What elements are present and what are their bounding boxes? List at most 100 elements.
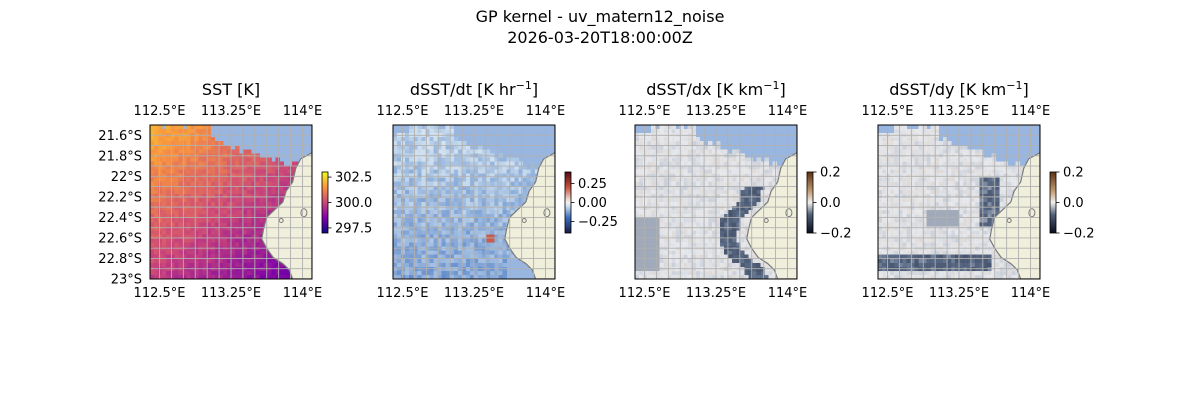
heatmap-cell	[409, 258, 414, 264]
heatmap-cell	[695, 193, 701, 199]
heatmap-cell	[433, 202, 438, 207]
heatmap-cell	[222, 262, 228, 268]
heatmap-cell	[259, 270, 264, 276]
heatmap-cell	[902, 177, 907, 183]
heatmap-cell	[667, 258, 672, 264]
heatmap-cell	[922, 145, 927, 150]
heatmap-cell	[202, 137, 208, 142]
heatmap-cell	[441, 169, 447, 175]
heatmap-cell	[683, 270, 689, 276]
heatmap-cell	[902, 137, 907, 142]
heatmap-cell	[393, 250, 398, 256]
heatmap-cell	[239, 226, 244, 231]
heatmap-cell	[736, 234, 741, 239]
heatmap-cell	[711, 270, 717, 276]
heatmap-cell	[716, 165, 721, 170]
heatmap-cell	[643, 262, 648, 268]
heatmap-cell	[687, 234, 693, 239]
heatmap-cell	[655, 177, 660, 183]
heatmap-cell	[441, 165, 447, 170]
heatmap-cell	[651, 218, 656, 223]
heatmap-cell	[716, 157, 721, 162]
heatmap-cell	[251, 230, 256, 235]
heatmap-cell	[720, 242, 725, 247]
heatmap-cell	[882, 193, 887, 199]
heatmap-cell	[413, 169, 418, 175]
heatmap-cell	[744, 181, 749, 187]
heatmap-cell	[194, 129, 199, 134]
heatmap-cell	[453, 173, 459, 179]
heatmap-cell	[393, 254, 398, 260]
heatmap-cell	[679, 145, 684, 150]
heatmap-cell	[441, 206, 447, 211]
heatmap-cell	[744, 193, 749, 199]
heatmap-cell	[231, 149, 236, 154]
heatmap-cell	[214, 254, 220, 260]
heatmap-cell	[687, 230, 693, 235]
heatmap-cell	[449, 274, 455, 279]
heatmap-cell	[728, 214, 733, 219]
heatmap-cell	[890, 149, 895, 154]
heatmap-cell	[720, 169, 725, 175]
heatmap-cell	[679, 189, 684, 195]
heatmap-cell	[158, 125, 163, 130]
heatmap-cell	[502, 246, 507, 252]
heatmap-cell	[707, 222, 713, 227]
heatmap-cell	[409, 141, 414, 146]
heatmap-cell	[210, 222, 216, 227]
heatmap-cell	[942, 141, 948, 146]
heatmap-cell	[417, 177, 422, 183]
heatmap-cell	[732, 173, 737, 179]
heatmap-cell	[150, 246, 155, 252]
heatmap-cell	[166, 218, 171, 223]
heatmap-cell	[206, 173, 212, 179]
heatmap-cell	[691, 210, 697, 215]
heatmap-cell	[882, 145, 887, 150]
heatmap-cell	[251, 157, 256, 162]
heatmap-cell	[405, 234, 410, 239]
heatmap-cell	[474, 161, 479, 166]
heatmap-cell	[478, 234, 483, 239]
heatmap-cell	[724, 226, 729, 231]
heatmap-cell	[202, 270, 208, 276]
heatmap-cell	[886, 210, 891, 215]
heatmap-cell	[987, 197, 992, 203]
heatmap-cell	[405, 185, 410, 191]
heatmap-cell	[413, 274, 418, 279]
heatmap-cell	[267, 169, 272, 175]
heatmap-cell	[732, 193, 737, 199]
heatmap-cell	[639, 274, 644, 279]
heatmap-cell	[942, 185, 948, 191]
heatmap-cell	[691, 202, 697, 207]
heatmap-cell	[655, 129, 660, 134]
heatmap-cell	[202, 206, 208, 211]
heatmap-cell	[243, 197, 248, 203]
heatmap-cell	[194, 222, 199, 227]
heatmap-cell	[498, 161, 503, 166]
heatmap-cell	[178, 157, 183, 162]
heatmap-cell	[263, 197, 268, 203]
heatmap-cell	[1015, 165, 1021, 170]
heatmap-cell	[154, 173, 159, 179]
heatmap-cell	[214, 258, 220, 264]
heatmap-cell	[703, 218, 709, 223]
heatmap-cell	[239, 189, 244, 195]
heatmap-cell	[902, 141, 907, 146]
heatmap-cell	[890, 193, 895, 199]
heatmap-cell	[235, 270, 240, 276]
heatmap-cell	[910, 157, 915, 162]
heatmap-cell	[744, 274, 749, 279]
heatmap-cell	[736, 177, 741, 183]
heatmap-cell	[194, 185, 199, 191]
heatmap-cell	[707, 274, 713, 279]
heatmap-cell	[461, 202, 467, 207]
heatmap-cell	[979, 206, 984, 211]
heatmap-cell	[231, 169, 236, 175]
heatmap-cell	[979, 218, 984, 223]
heatmap-cell	[413, 129, 418, 134]
heatmap-cell	[190, 250, 195, 256]
heatmap-cell	[971, 149, 976, 154]
heatmap-cell	[166, 226, 171, 231]
heatmap-cell	[482, 274, 487, 279]
heatmap-cell	[667, 238, 672, 243]
